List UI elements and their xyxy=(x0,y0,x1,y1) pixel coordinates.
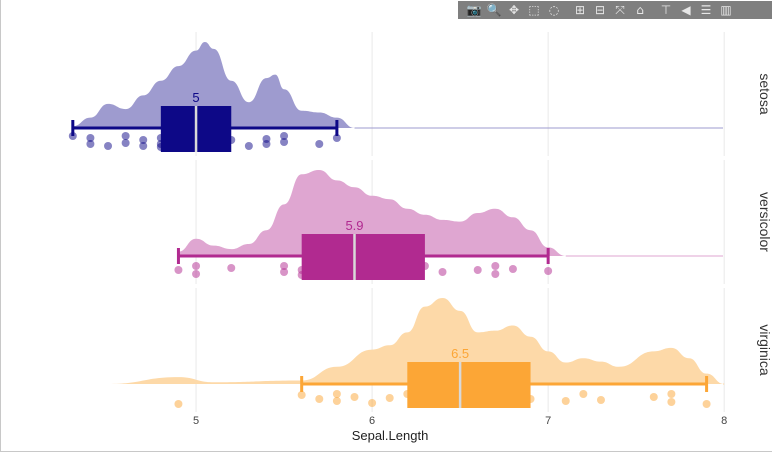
data-point[interactable] xyxy=(491,270,500,278)
data-point[interactable] xyxy=(280,268,289,276)
data-point[interactable] xyxy=(139,142,148,150)
data-point[interactable] xyxy=(227,264,236,272)
data-point[interactable] xyxy=(544,267,553,275)
x-tick-label: 8 xyxy=(721,415,727,427)
data-point[interactable] xyxy=(667,390,676,398)
data-point[interactable] xyxy=(579,390,588,398)
density-setosa[interactable] xyxy=(72,42,355,128)
x-tick-label: 7 xyxy=(545,415,551,427)
data-point[interactable] xyxy=(244,142,253,150)
data-point[interactable] xyxy=(121,132,130,140)
pan-icon[interactable]: ✥ xyxy=(508,3,520,17)
data-point[interactable] xyxy=(491,262,500,270)
autoscale-icon[interactable]: ⤧ xyxy=(615,3,625,17)
zoom-icon[interactable]: 🔍 xyxy=(486,3,502,17)
data-point[interactable] xyxy=(192,262,201,270)
data-point[interactable] xyxy=(649,393,658,401)
facet-strip-label: versicolor xyxy=(757,192,772,252)
facet-setosa[interactable]: 5 setosa xyxy=(68,42,772,152)
data-point[interactable] xyxy=(280,138,289,146)
data-point[interactable] xyxy=(315,140,324,148)
zoom-in-icon[interactable]: ⊞ xyxy=(574,3,586,17)
data-point[interactable] xyxy=(596,396,605,404)
data-point[interactable] xyxy=(332,397,341,405)
data-point[interactable] xyxy=(86,140,95,148)
data-point[interactable] xyxy=(104,142,113,150)
facet-strip-label: virginica xyxy=(757,324,772,376)
camera-icon[interactable]: 📷 xyxy=(466,3,482,17)
data-point[interactable] xyxy=(350,393,359,401)
data-point[interactable] xyxy=(332,134,341,142)
density-virginica[interactable] xyxy=(108,298,725,384)
median-label: 5.9 xyxy=(345,218,363,233)
x-tick-label: 6 xyxy=(369,415,375,427)
data-point[interactable] xyxy=(385,394,394,402)
lasso-select-icon[interactable]: ◌ xyxy=(548,3,560,17)
iqr-box[interactable] xyxy=(407,362,531,408)
median-label: 6.5 xyxy=(451,346,469,361)
data-point[interactable] xyxy=(702,400,711,408)
median-label: 5 xyxy=(192,90,199,105)
data-point[interactable] xyxy=(174,266,183,274)
data-point[interactable] xyxy=(332,390,341,398)
data-point[interactable] xyxy=(473,266,482,274)
data-point[interactable] xyxy=(262,140,271,148)
facet-strip-label: setosa xyxy=(757,73,772,114)
x-tick-label: 5 xyxy=(193,415,199,427)
x-axis-title: Sepal.Length xyxy=(352,428,429,443)
plotly-modebar: 📷 🔍 ✥ ⬚ ◌ ⊞ ⊟ ⤧ ⌂ ⊤ ◀ ☰ ▥ xyxy=(458,1,772,19)
data-point[interactable] xyxy=(315,395,324,403)
data-point[interactable] xyxy=(561,397,570,405)
reset-axes-icon[interactable]: ⌂ xyxy=(636,3,644,17)
data-point[interactable] xyxy=(86,134,95,142)
data-point[interactable] xyxy=(667,398,676,406)
box-select-icon[interactable]: ⬚ xyxy=(528,3,540,17)
iqr-box[interactable] xyxy=(301,234,425,280)
hover-closest-icon[interactable]: ◀ xyxy=(681,3,691,17)
data-point[interactable] xyxy=(508,265,517,273)
facets-layer[interactable]: 5 setosa 5.9 versicolor 6.5 virginica xyxy=(68,42,772,408)
hover-compare-icon[interactable]: ☰ xyxy=(700,3,712,17)
density-versicolor[interactable] xyxy=(178,170,566,256)
data-point[interactable] xyxy=(139,136,148,144)
data-point[interactable] xyxy=(280,132,289,140)
facet-virginica[interactable]: 6.5 virginica xyxy=(108,298,772,408)
plotly-logo-icon[interactable]: ▥ xyxy=(720,3,732,17)
data-point[interactable] xyxy=(438,268,447,276)
data-point[interactable] xyxy=(297,391,306,399)
data-point[interactable] xyxy=(368,399,377,407)
data-point[interactable] xyxy=(174,400,183,408)
data-point[interactable] xyxy=(280,262,289,270)
data-point[interactable] xyxy=(192,270,201,278)
facet-versicolor[interactable]: 5.9 versicolor xyxy=(174,170,772,280)
spike-lines-icon[interactable]: ⊤ xyxy=(660,3,672,17)
zoom-out-icon[interactable]: ⊟ xyxy=(594,3,606,17)
x-axis: 5 6 7 8 xyxy=(193,415,727,427)
data-point[interactable] xyxy=(121,139,130,147)
